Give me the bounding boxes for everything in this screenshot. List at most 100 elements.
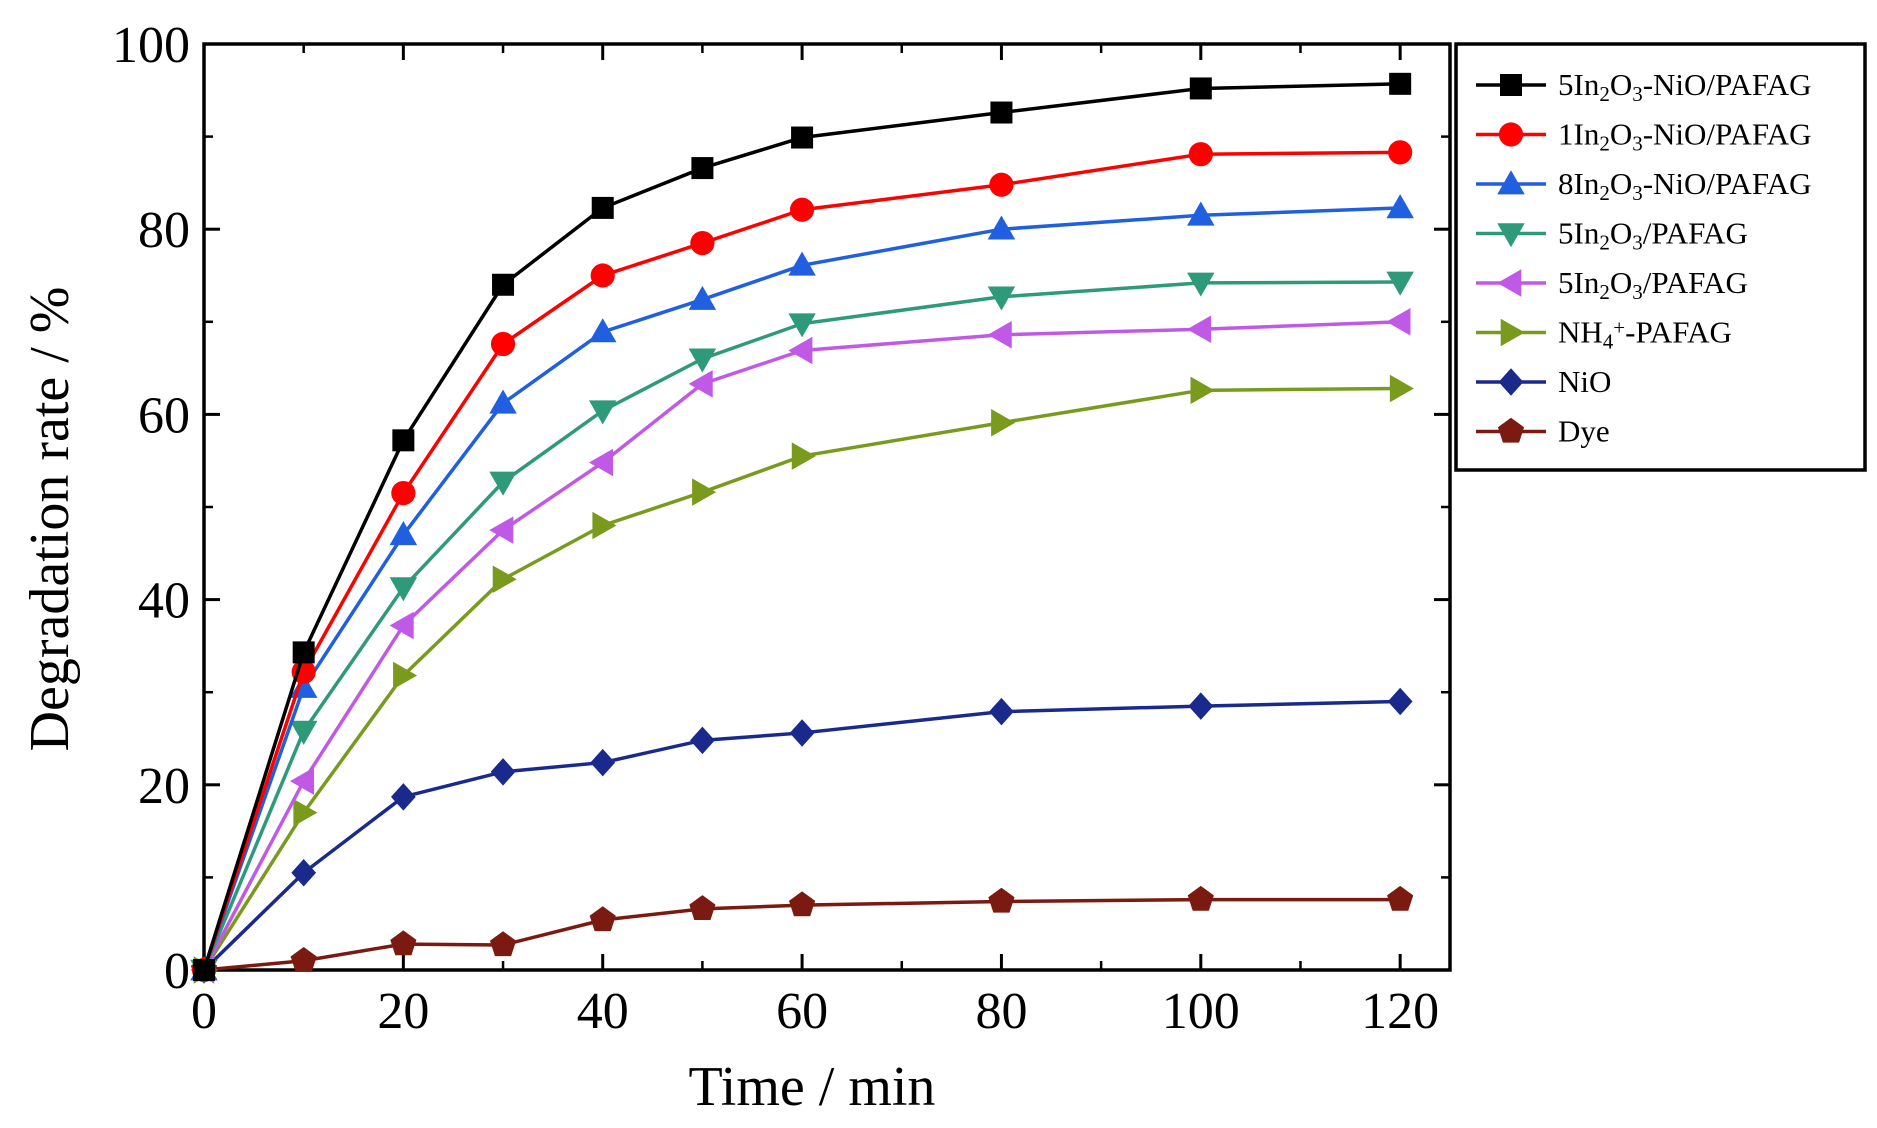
data-point: [789, 197, 815, 222]
legend-label: 5In2O3/PAFAG: [1558, 216, 1748, 255]
data-point: [688, 285, 717, 310]
legend-item: NH4+-PAFAG: [1476, 315, 1732, 354]
data-point: [291, 859, 317, 887]
series-line: [202, 320, 1401, 971]
data-point: [391, 481, 416, 506]
data-point: [1188, 692, 1214, 720]
legend-marker: [1498, 122, 1524, 147]
data-point: [389, 521, 418, 546]
data-point: [393, 661, 418, 690]
series-line: [202, 280, 1401, 971]
legend-label: 1In2O3-NiO/PAFAG: [1558, 117, 1812, 156]
y-axis-title: Degradation rate / %: [19, 287, 81, 752]
data-point: [392, 429, 415, 452]
data-point: [689, 895, 716, 921]
data-point: [1387, 885, 1414, 911]
data-point: [991, 408, 1016, 437]
x-tick-label: 100: [1162, 983, 1240, 1040]
data-point: [989, 172, 1014, 197]
data-point: [389, 611, 414, 640]
data-point: [489, 931, 517, 957]
x-tick-label: 120: [1361, 983, 1439, 1040]
data-point: [591, 196, 614, 219]
y-tick-label: 40: [138, 573, 190, 630]
legend-label: NiO: [1558, 364, 1611, 399]
data-point: [590, 263, 615, 288]
data-point: [791, 442, 816, 470]
data-point: [1386, 194, 1414, 219]
data-point: [589, 906, 616, 932]
series-5: [190, 308, 1411, 984]
legend-marker: [1497, 417, 1525, 443]
data-point: [688, 370, 713, 398]
data-point: [788, 313, 816, 338]
data-point: [490, 758, 516, 786]
data-point: [791, 126, 814, 149]
series-4: [190, 271, 1414, 984]
legend-item: Dye: [1476, 414, 1610, 449]
legend-item: NiO: [1476, 364, 1611, 399]
data-point: [590, 748, 616, 777]
data-point: [490, 331, 516, 357]
data-point: [690, 726, 715, 755]
data-point: [1187, 315, 1212, 343]
y-tick-label: 0: [164, 943, 190, 1000]
legend-box: [1454, 42, 1867, 472]
data-point: [987, 321, 1012, 349]
data-point: [492, 273, 515, 296]
data-point: [1188, 142, 1213, 167]
data-point: [592, 511, 617, 540]
legend-label: 8In2O3-NiO/PAFAG: [1558, 166, 1812, 205]
legend-marker: [1497, 223, 1525, 248]
data-point: [1190, 376, 1215, 405]
data-point: [1187, 201, 1215, 226]
data-point: [1187, 885, 1214, 911]
data-point: [988, 887, 1015, 913]
series-line: [202, 206, 1401, 971]
data-point: [990, 101, 1013, 124]
legend-marker: [1500, 74, 1522, 96]
y-tick-label: 80: [138, 202, 190, 259]
x-tick-label: 0: [191, 983, 217, 1040]
plot-frame: [202, 42, 1452, 972]
data-point: [1187, 272, 1215, 297]
y-tick-label: 60: [138, 387, 190, 444]
data-point: [1386, 308, 1411, 336]
legend-marker: [1500, 318, 1525, 347]
data-point: [1389, 72, 1412, 95]
series-6: [193, 374, 1414, 984]
legend-item: 8In2O3-NiO/PAFAG: [1476, 166, 1812, 205]
series-1: [193, 72, 1412, 981]
series-line: [202, 699, 1401, 972]
x-tick-label: 80: [975, 983, 1027, 1040]
data-point: [789, 719, 815, 747]
data-point: [390, 783, 416, 811]
data-point: [289, 767, 314, 795]
series-7: [191, 687, 1413, 984]
data-point: [690, 230, 715, 256]
x-tick-label: 20: [377, 983, 429, 1040]
data-point: [1386, 271, 1414, 296]
legend-label: 5In2O3-NiO/PAFAG: [1558, 67, 1812, 106]
data-point: [588, 318, 617, 343]
data-point: [489, 389, 517, 414]
x-tick-label: 40: [577, 983, 629, 1040]
data-point: [291, 659, 316, 684]
legend-marker: [1498, 368, 1524, 396]
legend-label: 5In2O3/PAFAG: [1558, 265, 1748, 304]
data-point: [489, 516, 514, 544]
data-point: [1189, 77, 1212, 100]
data-point: [492, 565, 517, 593]
data-point: [389, 577, 418, 602]
x-axis-title: Time / min: [689, 1056, 936, 1118]
data-point: [489, 471, 517, 496]
data-point: [789, 891, 816, 917]
data-point: [691, 157, 714, 180]
data-point: [390, 930, 417, 956]
data-point: [788, 336, 813, 365]
data-point: [1389, 374, 1414, 403]
data-point: [688, 348, 717, 373]
legend-label: Dye: [1558, 414, 1610, 449]
